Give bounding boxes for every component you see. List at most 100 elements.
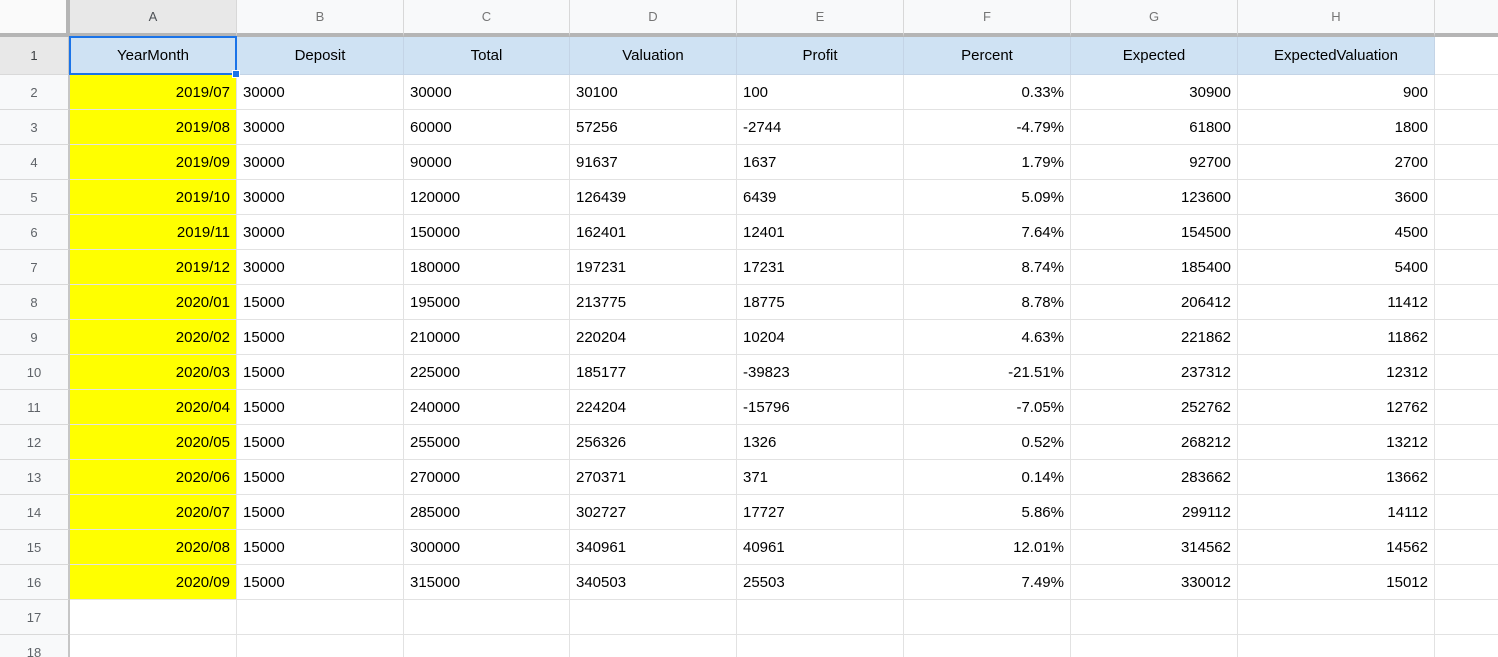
cell[interactable] bbox=[70, 635, 237, 657]
cell[interactable]: 30900 bbox=[1071, 75, 1238, 110]
cell[interactable]: 900 bbox=[1238, 75, 1435, 110]
cell[interactable]: 12762 bbox=[1238, 390, 1435, 425]
cell[interactable]: 10204 bbox=[737, 320, 904, 355]
cell[interactable] bbox=[237, 635, 404, 657]
cell[interactable] bbox=[404, 600, 570, 635]
cell[interactable] bbox=[737, 600, 904, 635]
cell[interactable] bbox=[1435, 215, 1498, 250]
cell[interactable]: 8.74% bbox=[904, 250, 1071, 285]
cell[interactable] bbox=[1435, 110, 1498, 145]
cell[interactable] bbox=[1435, 600, 1498, 635]
cell[interactable]: 330012 bbox=[1071, 565, 1238, 600]
cell[interactable]: 15000 bbox=[237, 285, 404, 320]
cell[interactable]: 30000 bbox=[237, 110, 404, 145]
row-header[interactable]: 2 bbox=[0, 75, 70, 110]
cell[interactable] bbox=[1435, 355, 1498, 390]
cell[interactable]: 2020/07 bbox=[70, 495, 237, 530]
cell[interactable]: 30000 bbox=[237, 215, 404, 250]
cell[interactable]: 300000 bbox=[404, 530, 570, 565]
cell[interactable] bbox=[1435, 75, 1498, 110]
cell[interactable]: 7.64% bbox=[904, 215, 1071, 250]
cell[interactable] bbox=[404, 635, 570, 657]
cell[interactable]: 17231 bbox=[737, 250, 904, 285]
cell[interactable] bbox=[1435, 250, 1498, 285]
row-header-1[interactable]: 1 bbox=[0, 37, 70, 75]
row-header[interactable]: 16 bbox=[0, 565, 70, 600]
cell[interactable]: 2020/06 bbox=[70, 460, 237, 495]
cell[interactable]: 126439 bbox=[570, 180, 737, 215]
cell[interactable]: 270371 bbox=[570, 460, 737, 495]
cell[interactable]: 12.01% bbox=[904, 530, 1071, 565]
cell[interactable]: 2020/01 bbox=[70, 285, 237, 320]
cell[interactable] bbox=[1435, 635, 1498, 657]
cell[interactable]: 30000 bbox=[404, 75, 570, 110]
cell[interactable]: 154500 bbox=[1071, 215, 1238, 250]
cell[interactable] bbox=[1435, 425, 1498, 460]
row-header[interactable]: 18 bbox=[0, 635, 70, 657]
column-header-c[interactable]: C bbox=[404, 0, 570, 37]
cell-f1[interactable]: Percent bbox=[904, 37, 1071, 75]
cell[interactable] bbox=[70, 600, 237, 635]
cell[interactable] bbox=[1435, 495, 1498, 530]
cell[interactable]: 11412 bbox=[1238, 285, 1435, 320]
cell[interactable]: 340961 bbox=[570, 530, 737, 565]
cell[interactable]: 17727 bbox=[737, 495, 904, 530]
cell[interactable]: 221862 bbox=[1071, 320, 1238, 355]
cell[interactable]: 2020/08 bbox=[70, 530, 237, 565]
cell[interactable]: 240000 bbox=[404, 390, 570, 425]
cell[interactable] bbox=[1238, 600, 1435, 635]
cell[interactable]: 61800 bbox=[1071, 110, 1238, 145]
cell[interactable]: 30000 bbox=[237, 145, 404, 180]
cell[interactable]: 150000 bbox=[404, 215, 570, 250]
row-header[interactable]: 7 bbox=[0, 250, 70, 285]
cell[interactable]: 92700 bbox=[1071, 145, 1238, 180]
row-header[interactable]: 10 bbox=[0, 355, 70, 390]
cell[interactable] bbox=[1238, 635, 1435, 657]
cell[interactable]: 15000 bbox=[237, 390, 404, 425]
cell[interactable]: 1637 bbox=[737, 145, 904, 180]
cell[interactable]: 2020/09 bbox=[70, 565, 237, 600]
cell[interactable]: -21.51% bbox=[904, 355, 1071, 390]
cell[interactable]: 224204 bbox=[570, 390, 737, 425]
cell[interactable] bbox=[1435, 145, 1498, 180]
cell[interactable]: 2020/02 bbox=[70, 320, 237, 355]
cell[interactable]: 57256 bbox=[570, 110, 737, 145]
cell[interactable]: 315000 bbox=[404, 565, 570, 600]
cell[interactable]: 60000 bbox=[404, 110, 570, 145]
cell[interactable]: 252762 bbox=[1071, 390, 1238, 425]
column-header-partial[interactable] bbox=[1435, 0, 1498, 37]
cell[interactable]: -2744 bbox=[737, 110, 904, 145]
cell[interactable]: 14112 bbox=[1238, 495, 1435, 530]
cell[interactable]: 225000 bbox=[404, 355, 570, 390]
cell[interactable] bbox=[1071, 600, 1238, 635]
cell[interactable]: 213775 bbox=[570, 285, 737, 320]
cell[interactable] bbox=[737, 635, 904, 657]
cell[interactable] bbox=[570, 600, 737, 635]
cell[interactable]: 255000 bbox=[404, 425, 570, 460]
cell[interactable]: 314562 bbox=[1071, 530, 1238, 565]
cell[interactable]: 1.79% bbox=[904, 145, 1071, 180]
cell-e1[interactable]: Profit bbox=[737, 37, 904, 75]
cell[interactable]: 0.33% bbox=[904, 75, 1071, 110]
cell[interactable] bbox=[1435, 320, 1498, 355]
cell[interactable]: 371 bbox=[737, 460, 904, 495]
cell[interactable]: 2019/08 bbox=[70, 110, 237, 145]
cell[interactable]: 162401 bbox=[570, 215, 737, 250]
cell[interactable]: 302727 bbox=[570, 495, 737, 530]
cell[interactable]: 13662 bbox=[1238, 460, 1435, 495]
row-header[interactable]: 3 bbox=[0, 110, 70, 145]
cell[interactable]: 1326 bbox=[737, 425, 904, 460]
cell[interactable]: 30000 bbox=[237, 250, 404, 285]
cell[interactable]: 210000 bbox=[404, 320, 570, 355]
cell[interactable]: -7.05% bbox=[904, 390, 1071, 425]
cell[interactable]: 40961 bbox=[737, 530, 904, 565]
cell[interactable] bbox=[1435, 530, 1498, 565]
cell[interactable]: 13212 bbox=[1238, 425, 1435, 460]
cell[interactable]: 1800 bbox=[1238, 110, 1435, 145]
cell[interactable]: 14562 bbox=[1238, 530, 1435, 565]
cell[interactable]: 270000 bbox=[404, 460, 570, 495]
cell[interactable]: 8.78% bbox=[904, 285, 1071, 320]
cell[interactable]: 185400 bbox=[1071, 250, 1238, 285]
row-header[interactable]: 13 bbox=[0, 460, 70, 495]
cell[interactable]: 15000 bbox=[237, 495, 404, 530]
